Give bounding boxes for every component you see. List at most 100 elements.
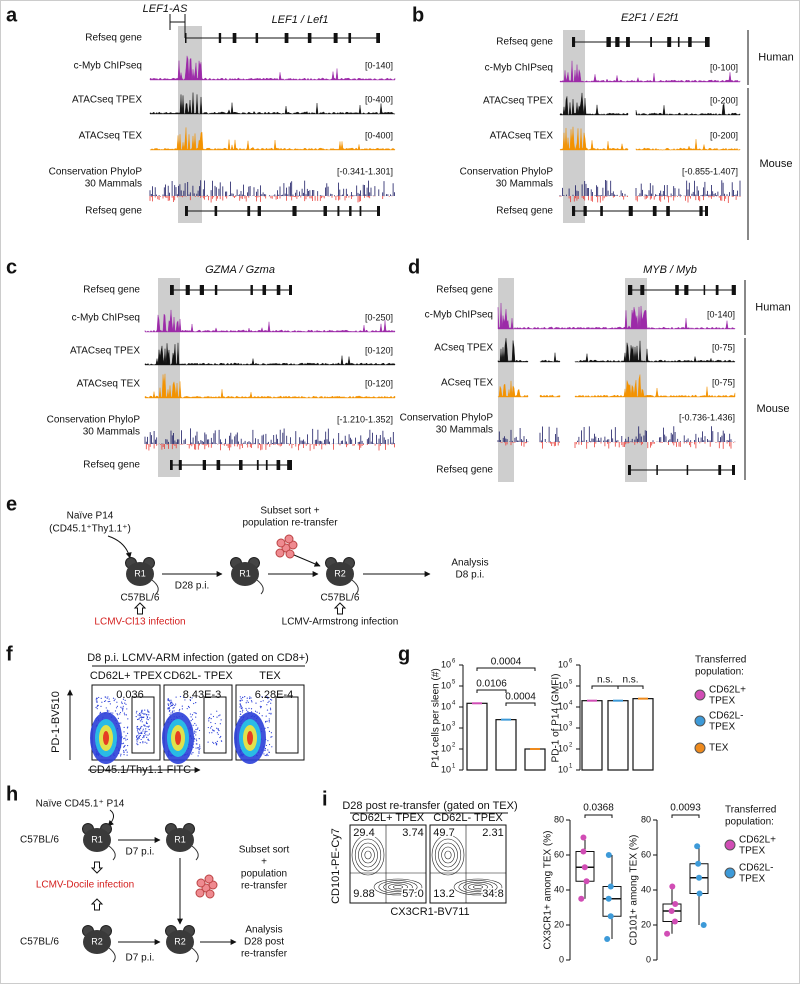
contour — [373, 878, 423, 896]
point — [604, 936, 611, 942]
dot — [143, 735, 145, 737]
exon — [185, 206, 188, 216]
legend-entry: CD62L+ — [709, 685, 746, 696]
dot — [264, 747, 267, 750]
mouse-body — [166, 828, 194, 852]
dot — [263, 753, 265, 755]
dot — [104, 700, 107, 702]
mouse-label: R1 — [134, 568, 146, 578]
y-tick-sup: 4 — [452, 701, 456, 707]
exon — [718, 465, 722, 475]
y-tick-label: 10 — [441, 680, 451, 690]
signal-track — [559, 60, 741, 83]
dot — [191, 697, 193, 699]
exon — [732, 465, 735, 475]
dot — [136, 730, 139, 732]
density — [103, 731, 109, 745]
label: D7 p.i. — [126, 847, 155, 858]
exon — [307, 33, 312, 43]
dot — [112, 697, 115, 699]
dot — [141, 721, 143, 723]
y-tick-label: 10 — [558, 701, 568, 711]
label: re-transfer — [241, 949, 288, 960]
y-tick-sup: 3 — [569, 722, 573, 728]
label: C57BL/6 — [121, 593, 160, 604]
dot — [135, 712, 138, 714]
dot — [195, 712, 197, 715]
exon — [688, 37, 692, 47]
y-tick-sup: 4 — [569, 701, 573, 707]
dot — [219, 736, 221, 739]
exon — [170, 460, 173, 470]
track-label: Refseq gene — [496, 206, 553, 217]
dot — [191, 718, 194, 720]
signal-track — [574, 340, 736, 363]
mouse-icon — [230, 557, 264, 595]
dot — [142, 741, 144, 743]
dot — [216, 744, 218, 746]
legend-swatch — [694, 715, 706, 727]
dot — [136, 743, 138, 745]
dot — [212, 741, 214, 743]
dot — [142, 742, 144, 744]
species-label: Human — [758, 51, 793, 63]
track-label: Refseq gene — [436, 285, 493, 296]
exon — [707, 37, 710, 47]
hollow-arrow — [90, 861, 104, 874]
dot — [266, 720, 268, 722]
panel-title: D8 p.i. LCMV-ARM infection (gated on CD8… — [87, 652, 309, 664]
dot — [148, 728, 150, 731]
plot-title: CD62L- TPEX — [163, 670, 233, 682]
legend-entry: CD62L- — [709, 711, 743, 722]
dot — [267, 754, 269, 757]
contour — [453, 878, 503, 896]
dot — [264, 754, 266, 757]
panel-letter: b — [412, 4, 424, 26]
exon — [348, 33, 352, 43]
legend-swatch — [694, 689, 706, 701]
dot — [196, 743, 198, 745]
dot — [241, 711, 244, 713]
exon — [715, 285, 719, 295]
track-range: [-1.210-1.352] — [337, 414, 393, 424]
dot — [144, 732, 146, 734]
legend-entry: TPEX — [709, 696, 735, 707]
exon — [377, 206, 380, 216]
dot — [189, 699, 192, 702]
dot — [139, 727, 142, 730]
exon — [255, 33, 259, 43]
dot — [261, 696, 263, 698]
dot — [120, 755, 122, 757]
dot — [189, 713, 192, 715]
dot — [190, 716, 192, 718]
quadrant-value: 34.8 — [482, 888, 503, 900]
dot — [121, 701, 123, 703]
dot — [218, 729, 220, 732]
exon — [628, 465, 631, 475]
dot — [122, 742, 125, 744]
dot — [193, 702, 195, 705]
dot — [187, 705, 190, 708]
axis-label: CX3CR1+ among TEX (%) — [543, 830, 554, 949]
dot — [139, 720, 142, 722]
dot — [148, 739, 150, 742]
dot — [247, 711, 249, 713]
dot — [139, 742, 141, 744]
exon — [337, 206, 340, 216]
dot — [127, 744, 129, 747]
dot — [170, 701, 172, 703]
dot — [208, 732, 211, 734]
point — [671, 918, 678, 925]
point — [583, 878, 590, 885]
dot — [269, 698, 272, 701]
dot — [145, 721, 148, 723]
signal-track — [635, 103, 741, 116]
dot — [114, 710, 117, 712]
dot — [107, 696, 109, 698]
axis-label: CD101-PE-Cy7 — [330, 828, 342, 904]
dot — [258, 712, 261, 714]
y-tick-sup: 6 — [569, 659, 573, 665]
dot — [121, 702, 123, 705]
dot — [266, 709, 269, 711]
exon — [247, 206, 251, 216]
